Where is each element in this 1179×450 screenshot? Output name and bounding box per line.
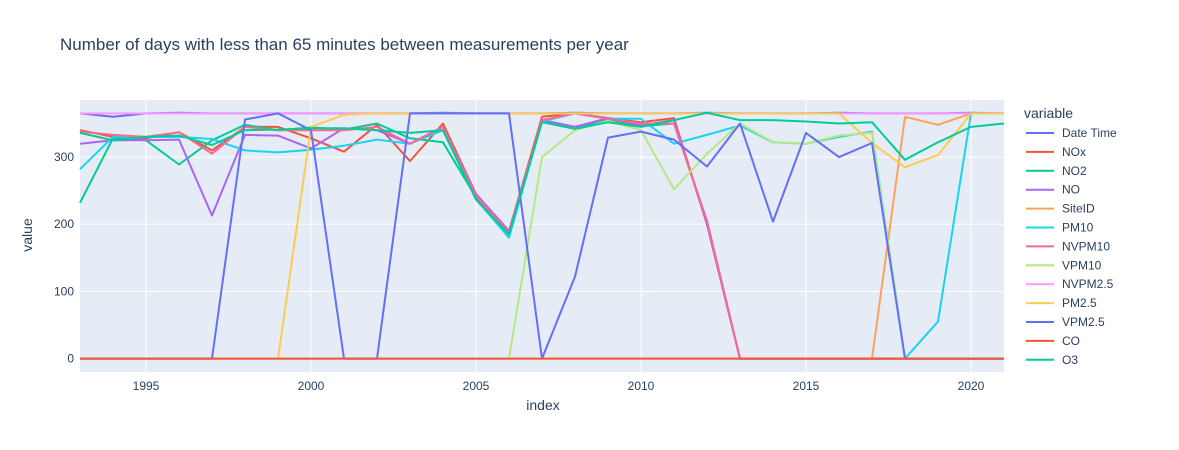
x-axis-title: index (526, 397, 559, 413)
legend-item-siteid[interactable]: SiteID (1026, 202, 1095, 216)
x-tick-label: 2020 (958, 379, 985, 393)
legend-label: NVPM2.5 (1062, 277, 1114, 291)
legend-item-pm10[interactable]: PM10 (1026, 221, 1094, 235)
legend-label: NOx (1062, 145, 1086, 159)
chart-title: Number of days with less than 65 minutes… (60, 35, 629, 54)
legend-label: VPM2.5 (1062, 315, 1105, 329)
legend-label: PM2.5 (1062, 296, 1097, 310)
legend-item-nvpm2-5[interactable]: NVPM2.5 (1026, 277, 1114, 291)
series-lines[interactable] (79, 111, 1005, 360)
legend-label: NO (1062, 183, 1080, 197)
y-tick-label: 300 (54, 150, 74, 164)
legend-item-vpm10[interactable]: VPM10 (1026, 258, 1102, 272)
legend-label: Date Time (1062, 126, 1117, 140)
legend-item-o3[interactable]: O3 (1026, 353, 1078, 367)
legend-label: NVPM10 (1062, 239, 1110, 253)
x-tick-label: 2005 (463, 379, 490, 393)
plot-area (80, 100, 1004, 372)
legend-label: SiteID (1062, 202, 1095, 216)
legend-label: CO (1062, 334, 1080, 348)
legend-item-vpm2-5[interactable]: VPM2.5 (1026, 315, 1105, 329)
y-axis-title: value (19, 218, 35, 252)
tick-labels: 1995 2000 2005 2010 2015 2020 0 100 200 300 (54, 150, 985, 393)
legend-item-nvpm10[interactable]: NVPM10 (1026, 239, 1110, 253)
legend-title: variable (1024, 105, 1073, 121)
legend[interactable]: variable Date Time NOx NO2 NO SiteID PM10 NVPM… (1024, 105, 1117, 367)
legend-label: PM10 (1062, 221, 1094, 235)
x-tick-label: 1995 (133, 379, 160, 393)
legend-label: O3 (1062, 353, 1078, 367)
legend-item-co[interactable]: CO (1026, 334, 1080, 348)
legend-item-nox[interactable]: NOx (1026, 145, 1086, 159)
legend-item-no[interactable]: NO (1026, 183, 1080, 197)
y-tick-label: 100 (54, 284, 74, 298)
y-tick-label: 200 (54, 217, 74, 231)
y-tick-label: 0 (67, 352, 74, 366)
series-line-o3[interactable] (79, 111, 1005, 236)
legend-item-no2[interactable]: NO2 (1026, 164, 1087, 178)
x-tick-label: 2000 (298, 379, 325, 393)
x-tick-label: 2010 (628, 379, 655, 393)
legend-item-pm2-5[interactable]: PM2.5 (1026, 296, 1097, 310)
x-tick-label: 2015 (793, 379, 820, 393)
legend-label: NO2 (1062, 164, 1087, 178)
legend-label: VPM10 (1062, 258, 1102, 272)
legend-item-date-time[interactable]: Date Time (1026, 126, 1117, 140)
